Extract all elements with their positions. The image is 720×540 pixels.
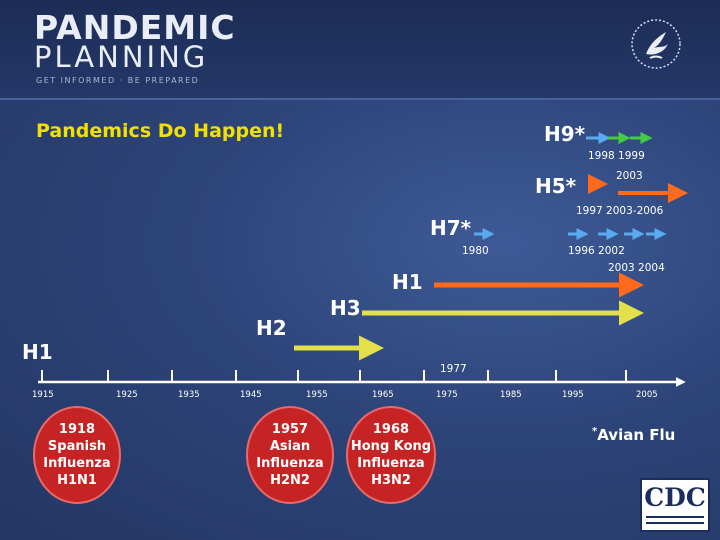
label-h7: H7* [430,216,472,240]
label-h9: H9* [544,122,586,146]
year-1997-2003-2006: 1997 2003-2006 [576,205,664,217]
footnote-text: Avian Flu [597,426,676,444]
cdc-logo-rule [646,522,704,524]
pandemic-1957-text: 1957 Asian Influenza H2N2 [256,422,324,488]
label-h1-1918: H1 [22,340,53,364]
label-h5: H5* [535,174,577,198]
axis-label: 1935 [178,390,200,400]
cdc-logo-text: CDC [644,483,706,512]
logo-planning: PLANNING [34,40,209,74]
year-2003-2004: 2003 2004 [608,262,665,274]
axis-label: 1995 [562,390,584,400]
label-h3: H3 [330,296,361,320]
label-h1-1977: H1 [392,270,423,294]
axis-label: 1975 [436,390,458,400]
pandemic-1968-text: 1968 Hong Kong Influenza H3N2 [350,422,432,488]
axis-label: 2005 [636,390,658,400]
footnote-mark: * [592,426,598,437]
avian-flu-footnote: *Avian Flu [592,426,675,444]
pandemic-1968-oval: 1968 Hong Kong Influenza H3N2 [346,406,436,504]
axis-label: 1985 [500,390,522,400]
axis-label: 1925 [116,390,138,400]
pandemic-1957-oval: 1957 Asian Influenza H2N2 [246,406,334,504]
logo-pandemic: PANDEMIC [34,8,236,47]
hhs-eagle-icon [631,19,681,69]
pandemic-1918-text: 1918 Spanish Influenza H1N1 [43,422,111,488]
year-1996-2002: 1996 2002 [568,245,625,257]
axis-label: 1955 [306,390,328,400]
axis-label: 1965 [372,390,394,400]
pandemic-1918-oval: 1918 Spanish Influenza H1N1 [33,406,121,504]
label-h2: H2 [256,316,287,340]
year-1977: 1977 [440,363,467,375]
header-banner [0,0,720,100]
slide-title: Pandemics Do Happen! [36,120,285,142]
axis-label: 1945 [240,390,262,400]
cdc-logo: CDC [640,478,710,532]
year-1980: 1980 [462,245,489,257]
axis-label: 1915 [32,390,54,400]
header-divider [0,98,720,100]
axis-ticks [41,370,627,382]
logo-tagline: GET INFORMED · BE PREPARED [36,76,200,85]
year-1998-1999: 1998 1999 [588,150,645,162]
cdc-logo-rule [646,516,704,518]
year-2003-h5: 2003 [616,170,643,182]
